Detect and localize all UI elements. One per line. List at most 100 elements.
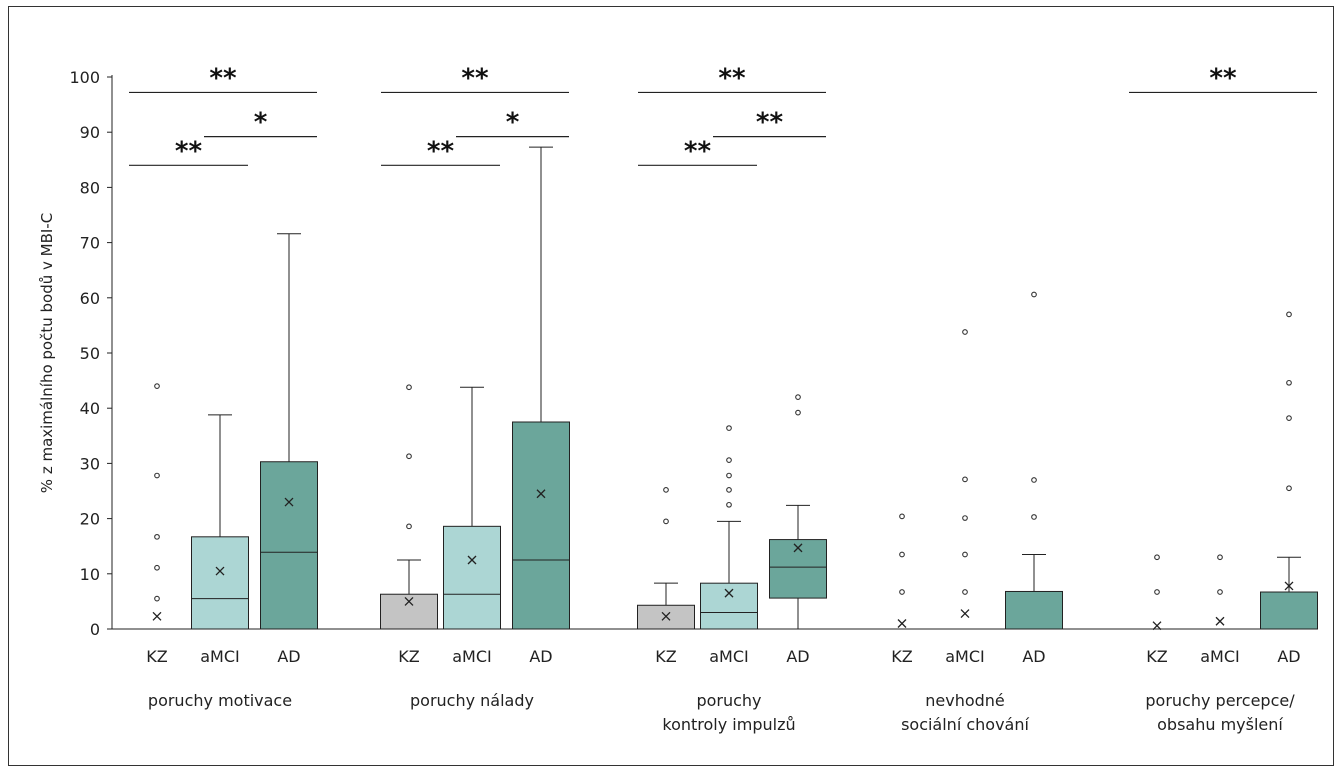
outlier-point bbox=[154, 595, 160, 602]
outlier-point bbox=[154, 533, 160, 540]
outlier-point bbox=[406, 453, 412, 460]
outlier-point bbox=[1217, 554, 1223, 561]
outlier-point bbox=[1154, 554, 1160, 561]
mean-marker-stroke bbox=[284, 497, 294, 507]
mean-marker bbox=[724, 588, 734, 598]
significance-label: * bbox=[506, 108, 520, 138]
outlier-point bbox=[1286, 485, 1292, 492]
box bbox=[1260, 591, 1318, 630]
outlier-point bbox=[663, 518, 669, 525]
chart-frame bbox=[8, 6, 1334, 766]
outlier-point bbox=[1217, 589, 1223, 595]
box bbox=[191, 536, 249, 630]
y-tick-label: 30 bbox=[80, 454, 100, 473]
x-tick-label: KZ bbox=[146, 647, 167, 666]
x-tick-label: KZ bbox=[1146, 647, 1167, 666]
x-tick-label: aMCI bbox=[945, 647, 985, 666]
mean-marker-stroke bbox=[897, 619, 907, 628]
outlier-point bbox=[154, 383, 160, 389]
y-tick-label: 70 bbox=[80, 234, 100, 253]
outlier-point bbox=[1286, 379, 1292, 386]
mean-marker bbox=[661, 611, 671, 621]
significance-label: ** bbox=[718, 63, 746, 93]
outlier-point bbox=[795, 394, 801, 401]
mean-marker bbox=[1152, 621, 1162, 631]
significance-label: ** bbox=[209, 63, 237, 93]
mean-marker-stroke bbox=[661, 611, 671, 621]
y-tick-label: 60 bbox=[80, 289, 100, 308]
x-tick-label: AD bbox=[1022, 647, 1045, 666]
outlier-point bbox=[962, 589, 968, 595]
x-tick-label: KZ bbox=[891, 647, 912, 666]
mean-marker-stroke bbox=[467, 555, 477, 565]
mean-marker-stroke bbox=[1284, 581, 1294, 591]
x-tick-label: KZ bbox=[655, 647, 676, 666]
x-tick-label: AD bbox=[786, 647, 809, 666]
mean-marker bbox=[215, 566, 225, 576]
y-tick-label: 20 bbox=[80, 510, 100, 529]
box bbox=[443, 525, 501, 630]
group-label: poruchy nálady bbox=[410, 691, 534, 710]
group-label: poruchy bbox=[696, 691, 761, 710]
outlier-point bbox=[899, 589, 905, 595]
mean-marker bbox=[793, 543, 803, 553]
outlier-point bbox=[899, 513, 905, 520]
y-tick-label: 10 bbox=[80, 565, 100, 584]
x-tick-label: aMCI bbox=[709, 647, 749, 666]
mean-marker-stroke bbox=[536, 489, 546, 499]
significance-label: ** bbox=[461, 63, 489, 93]
group-label: nevhodné bbox=[925, 691, 1005, 710]
group-label: kontroly impulzů bbox=[662, 715, 795, 734]
mean-marker bbox=[467, 555, 477, 565]
significance-label: * bbox=[254, 108, 268, 138]
outlier-point bbox=[726, 501, 732, 508]
y-tick-label: 80 bbox=[80, 178, 100, 197]
outlier-point bbox=[154, 472, 160, 479]
outlier-point bbox=[962, 551, 968, 558]
mean-marker bbox=[1215, 616, 1225, 626]
significance-label: ** bbox=[1209, 63, 1237, 93]
box bbox=[380, 593, 438, 630]
group-label: poruchy percepce/ bbox=[1145, 691, 1295, 710]
box bbox=[700, 582, 758, 630]
outlier-point bbox=[962, 515, 968, 521]
outlier-point bbox=[726, 457, 732, 463]
mean-marker bbox=[1284, 581, 1294, 591]
mean-marker bbox=[404, 596, 414, 606]
outlier-point bbox=[726, 425, 732, 431]
x-tick-label: AD bbox=[529, 647, 552, 666]
mean-marker bbox=[536, 489, 546, 499]
mean-marker bbox=[960, 609, 970, 619]
mean-marker-stroke bbox=[1215, 616, 1225, 626]
mean-marker bbox=[152, 611, 162, 621]
mean-marker-stroke bbox=[724, 588, 734, 598]
outlier-point bbox=[1154, 589, 1160, 595]
outlier-point bbox=[406, 384, 412, 391]
x-tick-label: aMCI bbox=[200, 647, 240, 666]
group-label: poruchy motivace bbox=[148, 691, 292, 710]
mean-marker bbox=[284, 497, 294, 507]
box bbox=[512, 421, 570, 630]
box bbox=[1005, 590, 1063, 630]
significance-label: ** bbox=[175, 136, 203, 166]
outlier-point bbox=[899, 551, 905, 558]
outlier-point bbox=[1286, 311, 1292, 318]
y-tick-label: 40 bbox=[80, 399, 100, 418]
outlier-point bbox=[1286, 415, 1292, 421]
y-tick-label: 90 bbox=[80, 123, 100, 142]
box bbox=[769, 539, 827, 599]
outlier-point bbox=[962, 476, 968, 483]
significance-label: ** bbox=[756, 108, 784, 138]
significance-label: ** bbox=[684, 136, 712, 166]
box bbox=[260, 461, 318, 630]
mean-marker-stroke bbox=[960, 609, 970, 619]
mean-marker bbox=[897, 619, 907, 628]
x-tick-label: KZ bbox=[398, 647, 419, 666]
x-tick-label: AD bbox=[1277, 647, 1300, 666]
y-axis-label: % z maximálního počtu bodů v MBI-C bbox=[38, 213, 56, 493]
outlier-point bbox=[1031, 514, 1037, 520]
mean-marker-stroke bbox=[404, 596, 414, 606]
outlier-point bbox=[663, 487, 669, 493]
